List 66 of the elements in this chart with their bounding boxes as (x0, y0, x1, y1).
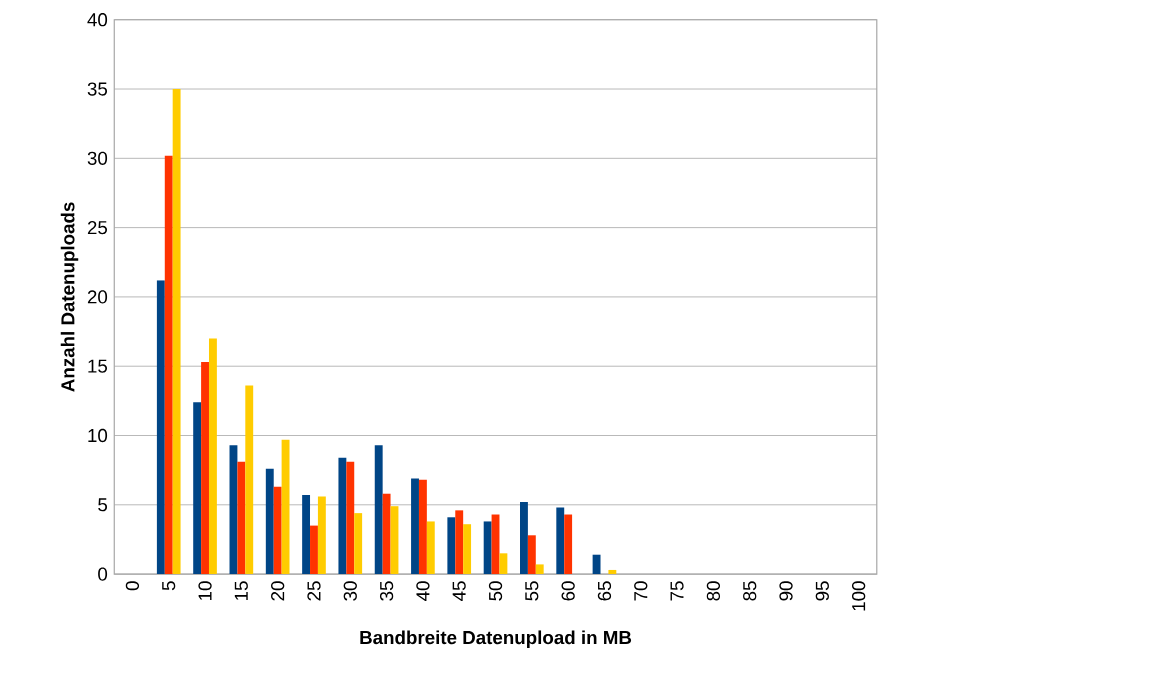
bar (418, 479, 427, 575)
bar (346, 461, 355, 575)
bar (265, 468, 274, 575)
x-tick-label: 90 (779, 581, 793, 601)
x-tick-label: 85 (743, 581, 757, 601)
bar (281, 439, 290, 575)
bar (426, 521, 435, 575)
x-tick-label: 15 (234, 581, 248, 601)
x-tick-label: 35 (379, 581, 394, 601)
x-tick-label: 25 (307, 581, 321, 601)
x-tick-label: 75 (670, 581, 684, 601)
x-axis-title: Bandbreite Datenupload in MB (360, 630, 632, 649)
x-tick-label: 30 (343, 581, 357, 601)
bar (317, 496, 326, 575)
bar (354, 513, 363, 575)
x-tick-label: 70 (634, 581, 648, 601)
bar (193, 402, 202, 575)
x-tick-label: 5 (162, 581, 176, 591)
bar (302, 495, 311, 575)
x-tick-label: 50 (488, 581, 503, 601)
x-tick-label: 0 (125, 581, 140, 591)
bar (556, 507, 565, 575)
bar (338, 457, 347, 575)
x-tick-label: 10 (198, 581, 212, 601)
x-tick-label: 95 (815, 581, 829, 601)
bar (499, 553, 508, 575)
y-tick-label: 15 (88, 359, 108, 373)
y-tick-label: 20 (87, 290, 108, 304)
x-tick-label: 40 (416, 581, 430, 602)
bar (483, 521, 492, 575)
bar (564, 514, 573, 575)
bar (463, 524, 472, 575)
x-tick-label: 65 (597, 581, 612, 601)
bar (164, 155, 173, 575)
x-tick-label: 55 (525, 581, 539, 601)
bar (208, 338, 217, 575)
bar (245, 385, 254, 575)
bar (374, 445, 383, 575)
y-tick-label: 40 (87, 13, 108, 27)
bar (237, 461, 246, 575)
bar (273, 486, 282, 575)
bar (411, 478, 419, 575)
y-tick-label: 0 (98, 567, 108, 581)
y-tick-label: 30 (87, 151, 108, 166)
bar (535, 564, 544, 575)
x-tick-label: 45 (452, 581, 466, 602)
bar (172, 89, 181, 575)
bar (527, 535, 536, 575)
x-tick-label: 100 (852, 581, 866, 611)
bar (520, 502, 528, 575)
bar (455, 510, 464, 575)
bar (608, 570, 617, 575)
bar (156, 280, 165, 575)
x-tick-label: 60 (561, 581, 575, 601)
y-tick-label: 10 (88, 429, 108, 443)
y-tick-label: 5 (98, 498, 108, 512)
x-tick-label: 80 (706, 581, 721, 601)
bar (310, 525, 318, 575)
y-axis-title: Anzahl Datenuploads (60, 202, 79, 392)
x-tick-label: 20 (271, 581, 285, 601)
y-tick-label: 35 (87, 82, 108, 96)
bar (201, 362, 209, 575)
bar (592, 554, 601, 575)
bar (382, 493, 391, 575)
bar (447, 517, 456, 575)
y-tick-label: 25 (87, 221, 108, 235)
